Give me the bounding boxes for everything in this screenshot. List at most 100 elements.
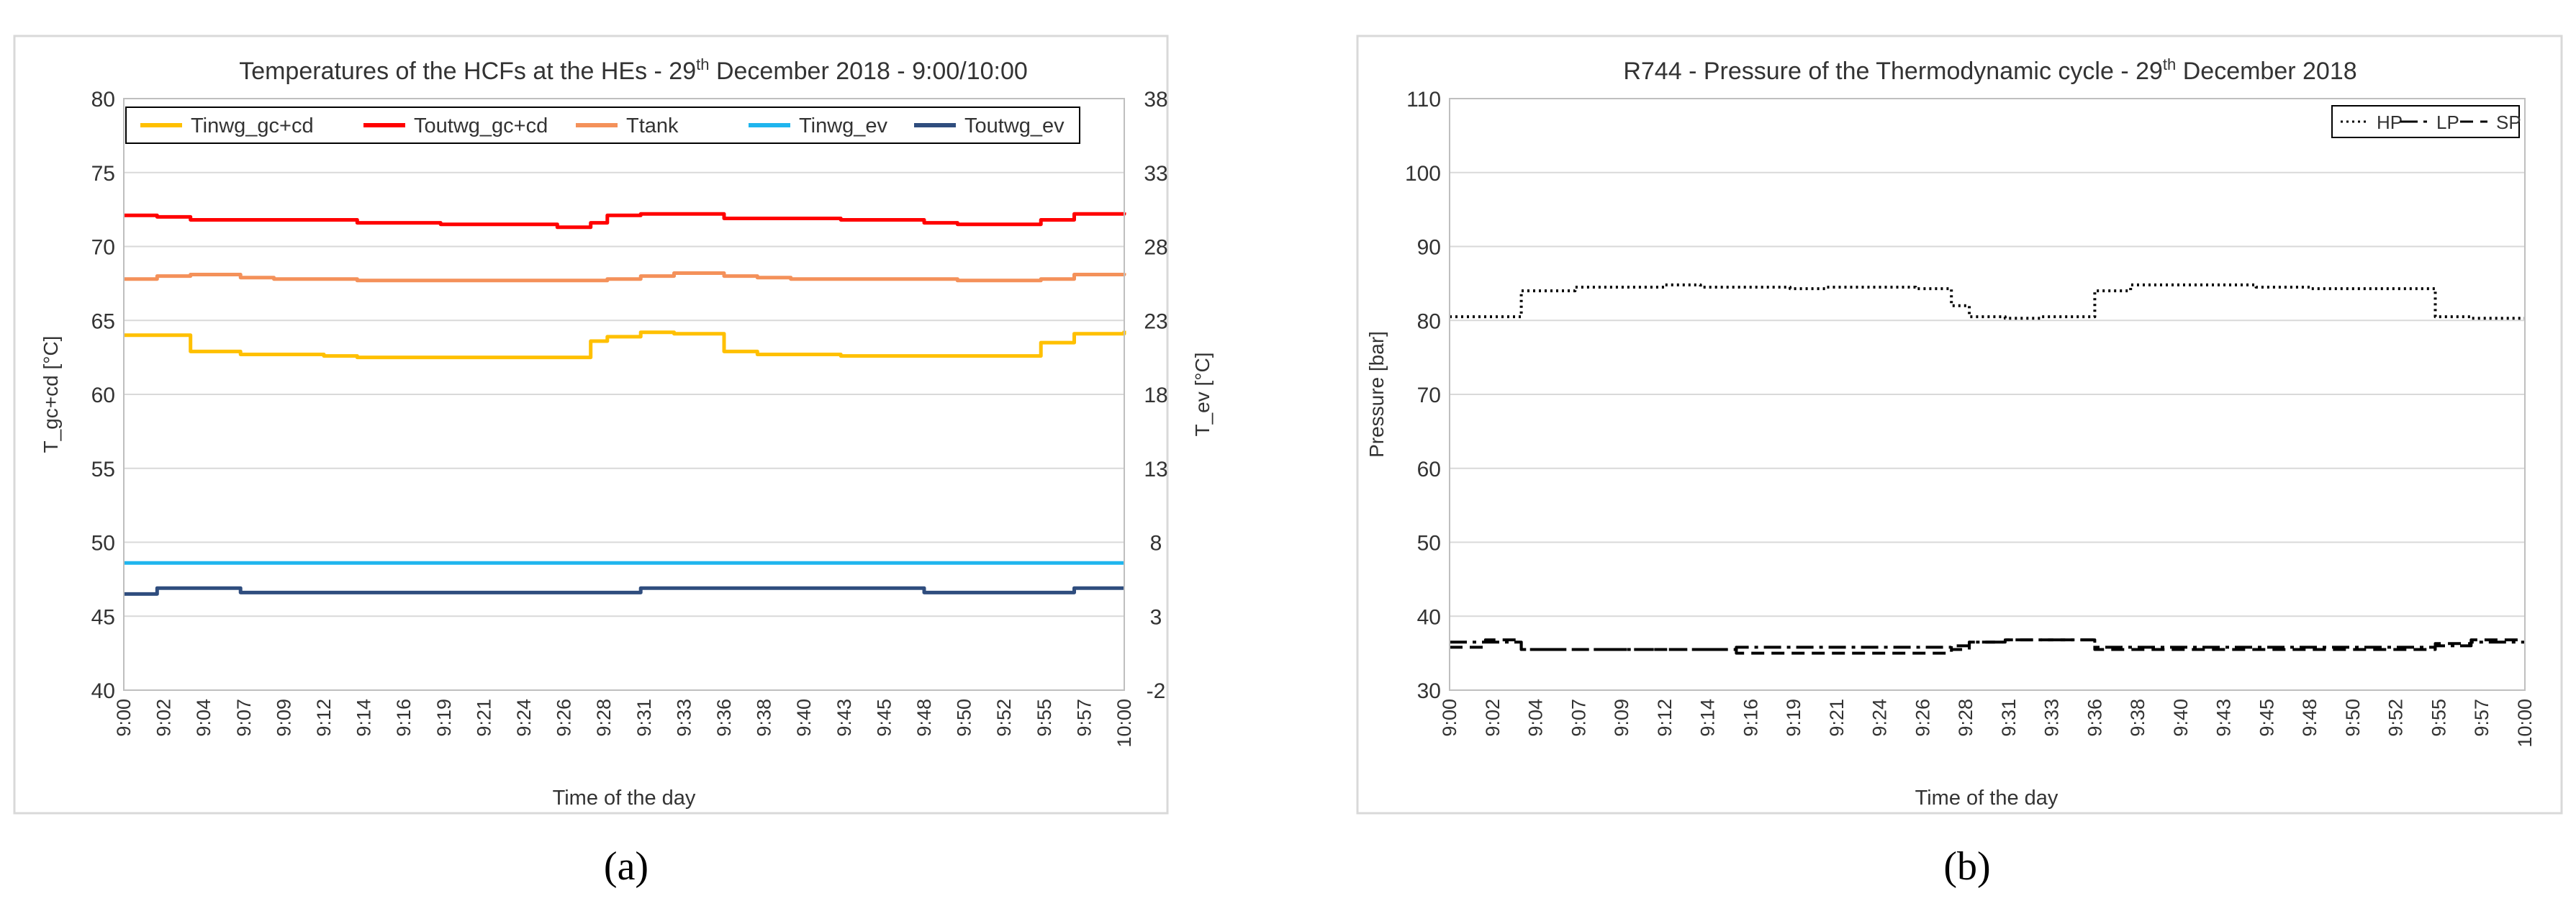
x-tick-label: 9:31	[633, 699, 655, 737]
panel-b-gridlines	[1450, 98, 2525, 691]
x-tick-label: 9:16	[393, 699, 415, 737]
panel-a-y-axis-label-right: T_ev [°C]	[1191, 352, 1214, 436]
x-tick-label: 9:09	[1611, 699, 1632, 737]
x-tick-label: 9:38	[2127, 699, 2148, 737]
y-tick-label: 55	[91, 458, 115, 481]
y-tick-label: 60	[91, 384, 115, 407]
x-tick-label: 9:24	[513, 699, 535, 737]
x-tick-label: 9:19	[433, 699, 455, 737]
y-right-tick-label: 38	[1144, 88, 1167, 112]
legend-label-tinwg-gc-cd: Tinwg_gc+cd	[191, 114, 314, 137]
x-tick-label: 9:45	[2256, 699, 2277, 737]
x-tick-label: 9:55	[2428, 699, 2450, 737]
x-tick-label: 9:33	[673, 699, 695, 737]
panel-b-y-axis-label: Pressure [bar]	[1365, 331, 1388, 458]
x-tick-label: 10:00	[2514, 699, 2536, 748]
legend-label-sp: SP	[2496, 112, 2521, 133]
panel-b-legend: HP LP SP	[2331, 105, 2521, 138]
panel-a-x-axis-label: Time of the day	[553, 787, 696, 810]
y-tick-label: 70	[1417, 384, 1441, 407]
x-tick-label: 10:00	[1113, 699, 1135, 748]
x-tick-label: 9:36	[713, 699, 735, 737]
series-line-toutwg-gc-cd	[124, 212, 1126, 230]
panel-b-pressure: R744 - Pressure of the Thermodynamic cyc…	[1356, 35, 2563, 889]
x-tick-label: 9:45	[873, 699, 895, 737]
x-tick-label: 9:55	[1034, 699, 1055, 737]
x-tick-label: 9:21	[473, 699, 494, 737]
panel-b-plot-border	[1449, 98, 2526, 691]
x-tick-label: 9:48	[913, 699, 935, 737]
x-tick-label: 9:07	[233, 699, 255, 737]
series-line-sp	[1450, 638, 2525, 655]
panel-b-frame	[1356, 35, 2563, 815]
legend-label-toutwg-gc-cd: Toutwg_gc+cd	[414, 114, 548, 137]
x-tick-label: 9:52	[2385, 699, 2407, 737]
y-right-tick-label: 8	[1150, 532, 1162, 556]
panel-b-series-lines	[1450, 283, 2525, 655]
y-tick-label: 80	[1417, 309, 1441, 333]
y-tick-label: 60	[1417, 458, 1441, 481]
legend-label-hp: HP	[2377, 112, 2403, 133]
x-tick-label: 9:04	[1525, 699, 1547, 737]
y-right-tick-label: 13	[1144, 458, 1167, 481]
x-tick-label: 9:52	[993, 699, 1015, 737]
x-tick-label: 9:43	[2213, 699, 2235, 737]
panel-a-series-lines	[124, 212, 1126, 596]
y-tick-label: 45	[91, 605, 115, 629]
y-right-tick-label: -2	[1147, 679, 1166, 703]
panel-b-title: R744 - Pressure of the Thermodynamic cyc…	[1623, 55, 2356, 85]
x-tick-label: 9:14	[353, 699, 375, 737]
panel-a-temperatures: Temperatures of the HCFs at the HEs - 29…	[13, 35, 1214, 889]
series-line-toutwg-ev	[124, 586, 1124, 596]
x-tick-label: 9:40	[2170, 699, 2192, 737]
x-tick-label: 9:57	[2471, 699, 2493, 737]
y-tick-label: 80	[91, 88, 115, 112]
panel-b-caption: (b)	[1943, 844, 1990, 889]
panel-b-x-axis-ticks: 9:00 9:02 9:04 9:07 9:09 9:12 9:14 9:16 9:19 9:21…	[1439, 699, 2536, 748]
legend-label-toutwg-ev: Toutwg_ev	[964, 114, 1065, 137]
panel-a-x-axis-ticks: 9:00 9:02 9:04 9:07 9:09 9:12 9:14 9:16 9:19 9:21…	[113, 699, 1135, 748]
x-tick-label: 9:24	[1869, 699, 1891, 737]
x-tick-label: 9:50	[954, 699, 975, 737]
y-tick-label: 100	[1405, 162, 1441, 186]
x-tick-label: 9:00	[1439, 699, 1460, 737]
x-tick-label: 9:50	[2342, 699, 2364, 737]
x-tick-label: 9:40	[793, 699, 815, 737]
x-tick-label: 9:28	[1955, 699, 1976, 737]
legend-label-lp: LP	[2436, 112, 2459, 133]
x-tick-label: 9:09	[273, 699, 294, 737]
panel-a-plot-border	[123, 98, 1125, 691]
x-tick-label: 9:02	[1482, 699, 1504, 737]
x-tick-label: 9:00	[113, 699, 135, 737]
x-tick-label: 9:36	[2084, 699, 2105, 737]
x-tick-label: 9:26	[553, 699, 575, 737]
x-tick-label: 9:28	[593, 699, 615, 737]
x-tick-label: 9:02	[153, 699, 175, 737]
panel-a-y-axis-label: T_gc+cd [°C]	[40, 336, 62, 453]
y-tick-label: 40	[1417, 605, 1441, 629]
panel-a-legend: Tinwg_gc+cd Toutwg_gc+cd Ttank Tinwg_ev Tout…	[125, 107, 1080, 144]
x-tick-label: 9:48	[2299, 699, 2320, 737]
legend-label-ttank: Ttank	[626, 114, 679, 137]
y-right-tick-label: 18	[1144, 384, 1167, 407]
x-tick-label: 9:16	[1740, 699, 1761, 737]
x-tick-label: 9:31	[1998, 699, 2020, 737]
series-line-ttank	[124, 271, 1126, 283]
y-right-tick-label: 23	[1144, 309, 1167, 333]
x-tick-label: 9:33	[2041, 699, 2063, 737]
y-tick-label: 50	[91, 532, 115, 556]
x-tick-label: 9:19	[1783, 699, 1804, 737]
y-tick-label: 65	[91, 309, 115, 333]
x-tick-label: 9:12	[1654, 699, 1676, 737]
legend-label-tinwg-ev: Tinwg_ev	[799, 114, 888, 137]
panel-b-y-axis-ticks: 30 40 50 60 70 80 90 100 110	[1405, 88, 1441, 703]
x-tick-label: 9:21	[1826, 699, 1848, 737]
panel-a-caption: (a)	[604, 844, 648, 889]
x-tick-label: 9:12	[313, 699, 335, 737]
y-tick-label: 70	[91, 236, 115, 260]
panel-b-legend-box	[2331, 105, 2520, 138]
y-tick-label: 50	[1417, 532, 1441, 556]
x-tick-label: 9:38	[754, 699, 775, 737]
y-right-tick-label: 28	[1144, 236, 1167, 260]
